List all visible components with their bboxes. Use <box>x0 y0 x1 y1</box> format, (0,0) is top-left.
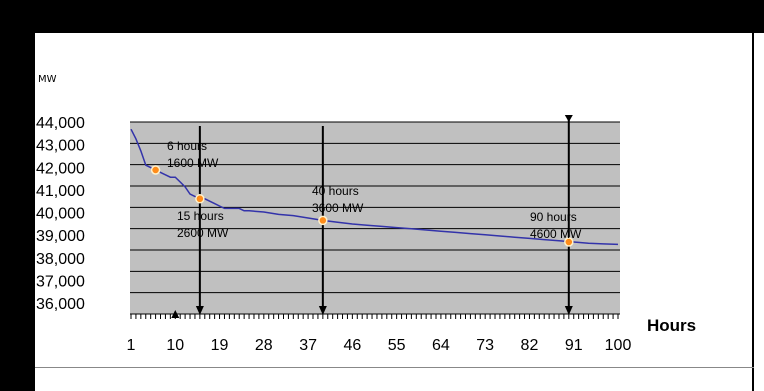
annotation-label: 6 hours <box>167 139 207 153</box>
y-tick-label: 40,000 <box>36 206 85 223</box>
y-tick-label: 44,000 <box>36 115 85 132</box>
y-tick-label: 43,000 <box>36 138 85 155</box>
y-axis-ticks: 44,000 43,000 42,000 41,000 40,000 39,000 38,0… <box>36 115 85 313</box>
markers <box>150 165 574 247</box>
down-arrow <box>564 115 573 315</box>
x-tick-label: 1 <box>127 337 136 354</box>
x-tick-label: 55 <box>388 337 406 354</box>
x-tick-label: 28 <box>255 337 273 354</box>
data-marker <box>150 165 161 175</box>
gridlines <box>130 121 620 294</box>
data-marker <box>195 194 205 204</box>
x-tick-label: 64 <box>432 337 450 354</box>
right-border <box>752 33 754 391</box>
data-marker <box>564 237 574 247</box>
data-marker <box>318 215 328 226</box>
x-tick-label: 19 <box>211 337 229 354</box>
x-tick-label: 82 <box>521 337 539 354</box>
x-tick-label: 10 <box>166 337 184 354</box>
left-border <box>0 0 35 391</box>
plot-area <box>130 122 620 314</box>
bottom-border <box>35 367 754 368</box>
annotation-label: 40 hours <box>312 184 359 198</box>
annotation-label: 4600 MW <box>530 227 582 241</box>
annotation-label: 1600 MW <box>167 156 219 170</box>
y-tick-label: 39,000 <box>36 228 85 245</box>
up-arrow <box>171 310 180 318</box>
top-border <box>0 0 764 33</box>
down-arrow <box>195 126 204 315</box>
x-tick-label: 37 <box>299 337 317 354</box>
annotation-label: 15 hours <box>177 209 224 223</box>
annotations: 6 hours 1600 MW 15 hours 2600 MW 40 hours 360… <box>167 139 582 241</box>
x-tick-label: 91 <box>565 337 583 354</box>
annotation-label: 90 hours <box>530 210 577 224</box>
x-axis <box>130 313 620 319</box>
y-tick-label: 41,000 <box>36 183 85 200</box>
annotation-label: 2600 MW <box>177 226 229 240</box>
y-tick-label: 37,000 <box>36 273 85 290</box>
x-tick-label: 73 <box>476 337 494 354</box>
x-tick-label: 100 <box>605 337 632 354</box>
x-axis-ticks: 1 10 19 28 37 46 55 64 73 82 91 100 <box>127 337 632 354</box>
annotation-label: 3600 MW <box>312 201 364 215</box>
series-line <box>130 128 619 246</box>
y-tick-label: 42,000 <box>36 160 85 177</box>
x-axis-label: Hours <box>647 316 696 335</box>
y-tick-label: 38,000 <box>36 251 85 268</box>
y-tick-label: 36,000 <box>36 296 85 313</box>
x-tick-label: 46 <box>343 337 361 354</box>
y-axis-label: MW <box>38 74 57 85</box>
